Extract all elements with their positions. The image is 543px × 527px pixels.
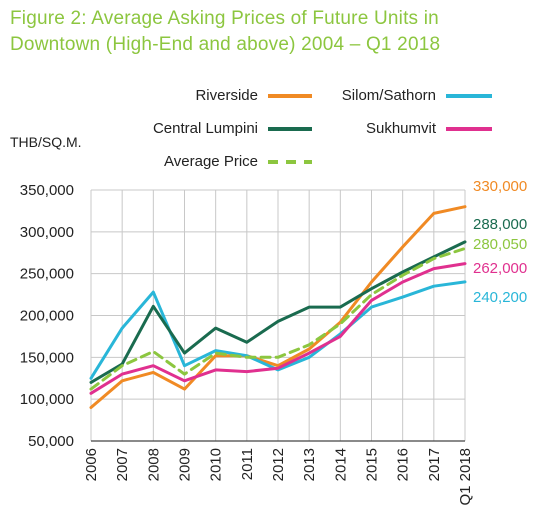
x-tick-label: 2007 [114, 448, 131, 481]
end-value-labels: 330,000 240,200 288,000 262,000 280,050 [473, 178, 527, 306]
end-label-riverside: 330,000 [473, 178, 527, 195]
end-label-silom-sathorn: 240,200 [473, 289, 527, 306]
series-line-riverside [89, 205, 467, 409]
legend-label-average-price: Average Price [164, 153, 258, 170]
legend: Riverside Silom/Sathorn Central Lumpini Suk… [153, 87, 492, 170]
x-tick-label: 2015 [364, 448, 381, 481]
y-axis-ticks: 350,000 300,000 250,000 200,000 150,000 100,0… [20, 182, 74, 450]
x-tick-label: 2016 [395, 448, 412, 481]
y-tick-label: 100,000 [20, 391, 74, 408]
series-line-sukhumvit [89, 262, 467, 395]
legend-label-riverside: Riverside [195, 87, 258, 104]
chart-title-line-1: Figure 2: Average Asking Prices of Futur… [10, 8, 439, 29]
x-tick-label: 2009 [177, 448, 194, 481]
x-tick-label: 2017 [426, 448, 443, 481]
grid-lines [90, 189, 466, 442]
series-line-silom-sathorn [89, 280, 467, 380]
y-tick-label: 300,000 [20, 224, 74, 241]
x-tick-label: 2014 [332, 448, 349, 481]
end-label-sukhumvit: 262,000 [473, 260, 527, 277]
end-label-average-price: 280,050 [473, 236, 527, 253]
chart-title: Figure 2: Average Asking Prices of Futur… [10, 6, 535, 58]
legend-label-sukhumvit: Sukhumvit [366, 120, 437, 137]
x-tick-label: Q1 2018 [457, 448, 474, 506]
chart-title-line-2: Downtown (High-End and above) 2004 – Q1 … [10, 34, 441, 55]
x-tick-label: 2011 [239, 448, 256, 480]
x-tick-label: 2006 [83, 448, 100, 481]
y-tick-label: 150,000 [20, 349, 74, 366]
legend-label-central-lumpini: Central Lumpini [153, 120, 258, 137]
x-tick-label: 2010 [208, 448, 225, 481]
end-label-central-lumpini: 288,000 [473, 216, 527, 233]
legend-label-silom-sathorn: Silom/Sathorn [342, 87, 436, 104]
x-tick-label: 2012 [270, 448, 287, 481]
y-tick-label: 350,000 [20, 182, 74, 199]
y-axis-unit-label: THB/SQ.M. [10, 134, 82, 150]
y-tick-label: 250,000 [20, 266, 74, 283]
series-line-central-lumpini [89, 240, 467, 384]
x-tick-label: 2008 [145, 448, 162, 481]
y-tick-label: 50,000 [28, 433, 74, 450]
x-axis-ticks: 2006 2007 2008 2009 2010 2011 2012 2013 2014 2015… [83, 448, 474, 506]
x-tick-label: 2013 [301, 448, 318, 481]
y-tick-label: 200,000 [20, 308, 74, 325]
series-lines [89, 205, 467, 409]
series-line-average-price [89, 247, 467, 391]
